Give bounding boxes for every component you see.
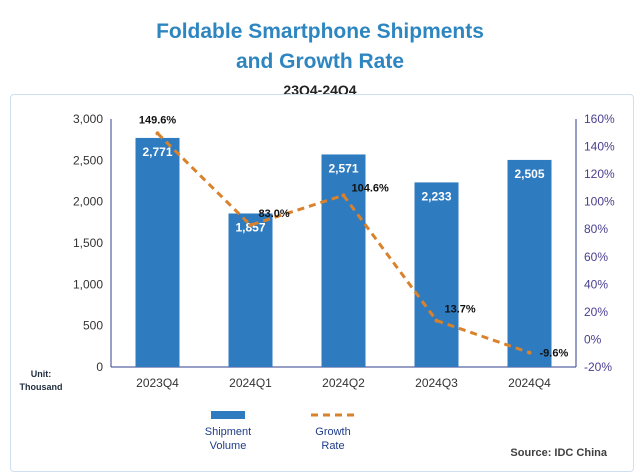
right-axis-tick-label: 20%: [584, 305, 608, 319]
right-axis-tick-label: 160%: [584, 112, 615, 126]
chart-panel: 0 500 1,000 1,500 2,000 2,500 3,000 -20% 0% 20% 40…: [10, 94, 634, 472]
right-axis-tick-label: -20%: [584, 360, 612, 374]
bar-shipment-volume: [135, 137, 180, 367]
growth-rate-label: -9.6%: [540, 348, 569, 360]
left-axis-tick-label: 1,500: [73, 236, 103, 250]
chart-title-line-2: and Growth Rate: [235, 50, 404, 73]
growth-rate-point: [341, 193, 346, 198]
right-axis-tick-label: 80%: [584, 222, 608, 236]
unit-label-line-1: Unit:: [31, 369, 52, 379]
right-axis-tick-label: 120%: [584, 167, 615, 181]
legend-bar-swatch: [211, 411, 245, 419]
right-axis-tick-label: 60%: [584, 250, 608, 264]
legend-line-label: Growth: [315, 426, 350, 438]
bar-value-label: 2,233: [421, 189, 451, 203]
right-axis-tick-label: 140%: [584, 140, 615, 154]
bar-value-label: 2,571: [328, 161, 358, 175]
bar-shipment-volume: [228, 213, 273, 367]
left-axis-tick-label: 500: [83, 319, 103, 333]
bar-shipment-volume: [507, 159, 552, 367]
growth-rate-label: 149.6%: [139, 114, 177, 126]
x-axis-category-label: 2024Q4: [508, 376, 551, 390]
right-axis-tick-label: 0%: [584, 332, 602, 346]
legend-bar-label: Shipment: [205, 426, 251, 438]
combo-chart: 0 500 1,000 1,500 2,000 2,500 3,000 -20% 0% 20% 40…: [20, 112, 616, 459]
left-axis-tick-label: 2,500: [73, 153, 103, 167]
bar-shipment-volume: [321, 154, 366, 367]
source-label: Source: IDC China: [510, 447, 607, 459]
chart-title-line-1: Foldable Smartphone Shipments: [156, 20, 484, 43]
x-axis-category-label: 2024Q3: [415, 376, 458, 390]
x-axis-category-label: 2023Q4: [136, 376, 179, 390]
bar-value-label: 1,857: [235, 220, 265, 234]
x-axis-category-label: 2024Q1: [229, 376, 272, 390]
left-axis-tick-label: 1,000: [73, 277, 103, 291]
legend-bar-label: Volume: [210, 440, 247, 452]
bar-value-label: 2,505: [514, 167, 544, 181]
right-axis-tick-label: 40%: [584, 277, 608, 291]
left-axis-tick-label: 2,000: [73, 195, 103, 209]
growth-rate-point: [527, 350, 532, 355]
bar-shipment-volume: [414, 182, 459, 367]
right-axis-tick-label: 100%: [584, 195, 615, 209]
chart-header: Foldable Smartphone Shipments and Growth…: [0, 0, 640, 100]
x-axis-category-label: 2024Q2: [322, 376, 365, 390]
growth-rate-label: 83.0%: [259, 208, 290, 220]
growth-rate-label: 13.7%: [445, 304, 476, 316]
legend-line-label: Rate: [321, 440, 344, 452]
left-axis-tick-label: 3,000: [73, 112, 103, 126]
growth-rate-point: [155, 131, 160, 136]
growth-rate-point: [434, 318, 439, 323]
bar-value-label: 2,771: [142, 145, 172, 159]
left-axis-tick-label: 0: [96, 360, 103, 374]
growth-rate-label: 104.6%: [352, 182, 390, 194]
unit-label-line-2: Thousand: [20, 382, 63, 392]
growth-rate-point: [248, 223, 253, 228]
